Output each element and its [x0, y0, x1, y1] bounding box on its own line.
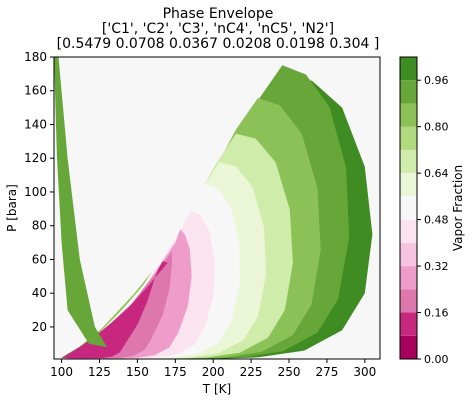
x-tick-label: 125 [88, 365, 111, 379]
y-tick-label: 60 [32, 252, 47, 266]
contour-band [61, 229, 192, 359]
contour-fills [54, 57, 373, 359]
colorbar-band [400, 103, 417, 127]
y-tick-label: 160 [24, 84, 47, 98]
colorbar-band [400, 126, 417, 150]
y-tick-label: 80 [32, 219, 47, 233]
colorbar-tick-label: 0.96 [424, 74, 449, 87]
y-tick-label: 20 [32, 320, 47, 334]
x-axis-label: T [K] [202, 382, 231, 396]
contour-band [61, 261, 168, 359]
chart-title: Phase Envelope ['C1', 'C2', 'C3', 'nC4',… [57, 6, 380, 52]
colorbar-tick-label: 0.32 [424, 260, 449, 273]
colorbar-tick-label: 0.00 [424, 353, 449, 366]
colorbar-tick-label: 0.64 [424, 167, 449, 180]
title-line-2: ['C1', 'C2', 'C3', 'nC4', 'nC5', 'N2'] [102, 21, 334, 37]
x-axis: 100 125 150 175 200 225 250 275 300 [50, 359, 376, 379]
y-tick-label: 40 [32, 286, 47, 300]
title-line-3: [0.5479 0.0708 0.0367 0.0208 0.0198 0.30… [57, 36, 380, 52]
x-tick-label: 150 [126, 365, 149, 379]
x-tick-label: 300 [353, 365, 376, 379]
colorbar-band [400, 219, 417, 243]
colorbar-band [400, 149, 417, 174]
colorbar-band [400, 289, 417, 313]
colorbar-band [400, 196, 417, 220]
colorbar-band [400, 57, 417, 81]
colorbar: 0.00 0.16 0.32 0.48 0.64 0.80 0.96 [399, 56, 449, 366]
colorbar-band [400, 80, 417, 104]
colorbar-band [400, 266, 417, 290]
y-tick-label: 120 [24, 151, 47, 165]
colorbar-band [400, 312, 417, 336]
contour-band [61, 243, 173, 359]
y-axis-label: P [bara] [5, 184, 19, 232]
colorbar-tick-label: 0.48 [424, 214, 449, 227]
x-tick-label: 225 [240, 365, 263, 379]
colorbar-band [400, 242, 417, 267]
y-tick-label: 180 [24, 50, 47, 64]
x-tick-label: 200 [202, 365, 225, 379]
y-tick-label: 140 [24, 117, 47, 131]
colorbar-band [400, 173, 417, 197]
colorbar-label: Vapor Fraction [451, 165, 465, 251]
x-tick-label: 275 [315, 365, 338, 379]
x-tick-label: 100 [50, 365, 73, 379]
title-line-1: Phase Envelope [163, 6, 274, 22]
left-dense-region [54, 57, 108, 348]
colorbar-band [400, 335, 417, 359]
colorbar-frame [399, 56, 418, 360]
y-axis: 20 40 60 80 100 120 140 160 180 [24, 50, 54, 334]
plot-frame [53, 56, 381, 360]
x-tick-label: 175 [164, 365, 187, 379]
colorbar-tick-label: 0.80 [424, 121, 449, 134]
y-tick-label: 100 [24, 185, 47, 199]
x-tick-label: 250 [278, 365, 301, 379]
colorbar-tick-label: 0.16 [424, 307, 449, 320]
